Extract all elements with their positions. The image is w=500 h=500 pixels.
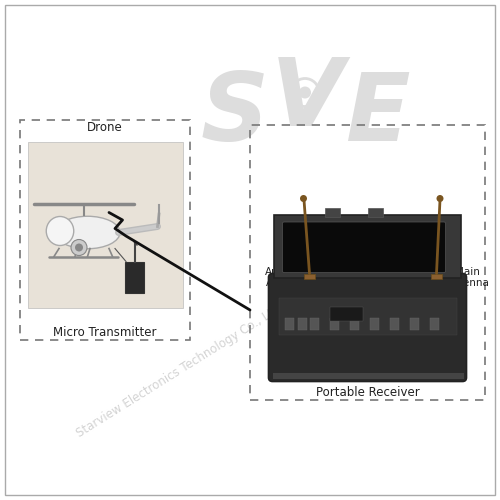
Bar (279, 298, 456, 335)
Text: S: S (201, 69, 269, 161)
FancyBboxPatch shape (282, 222, 446, 272)
Bar (310, 318, 319, 330)
Text: Main
Antenna: Main Antenna (446, 266, 490, 288)
Text: Portable Receiver: Portable Receiver (316, 386, 420, 399)
Text: E: E (345, 69, 410, 161)
Bar (250, 125, 485, 400)
Bar (330, 318, 339, 330)
Bar (325, 208, 340, 217)
Bar (410, 318, 419, 330)
Bar (370, 318, 379, 330)
Text: Drone: Drone (87, 121, 123, 134)
Bar (430, 318, 439, 330)
Text: Auxiliary
Antenna: Auxiliary Antenna (264, 266, 310, 288)
Circle shape (300, 195, 307, 202)
Bar (20, 120, 190, 340)
Bar (28, 142, 182, 308)
Bar (431, 274, 442, 278)
Ellipse shape (55, 216, 120, 248)
Circle shape (299, 86, 311, 99)
Bar (298, 318, 306, 330)
Ellipse shape (46, 216, 74, 246)
Circle shape (71, 240, 87, 256)
Bar (368, 208, 382, 217)
Bar (390, 318, 399, 330)
Text: Starview Electronics Technology Co., Ltd.: Starview Electronics Technology Co., Ltd… (74, 300, 286, 440)
FancyBboxPatch shape (268, 274, 466, 382)
Text: Micro Transmitter: Micro Transmitter (53, 326, 157, 339)
Bar (350, 318, 359, 330)
Bar (272, 373, 464, 379)
Text: V: V (271, 54, 344, 146)
Polygon shape (274, 215, 461, 278)
Bar (285, 318, 294, 330)
Bar (125, 262, 144, 292)
Circle shape (436, 195, 444, 202)
Bar (330, 307, 362, 321)
Circle shape (75, 244, 83, 252)
Bar (304, 274, 315, 278)
